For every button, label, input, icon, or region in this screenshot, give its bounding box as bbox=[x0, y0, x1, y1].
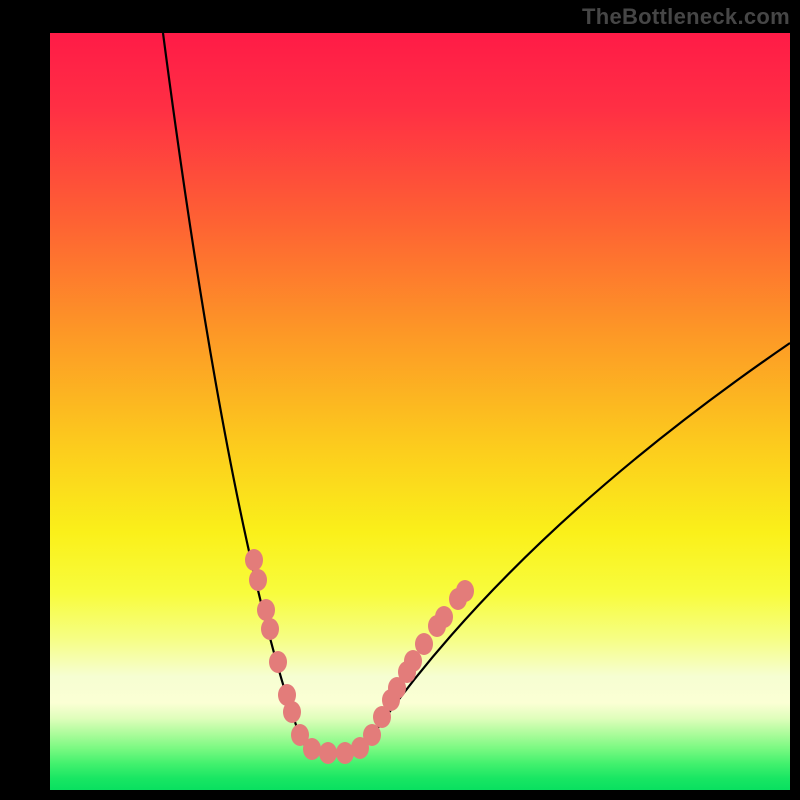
watermark-text: TheBottleneck.com bbox=[582, 4, 790, 30]
marker-group bbox=[245, 549, 474, 764]
marker-dot bbox=[257, 599, 275, 621]
marker-dot bbox=[261, 618, 279, 640]
curve-overlay bbox=[0, 0, 800, 800]
marker-dot bbox=[435, 606, 453, 628]
marker-dot bbox=[269, 651, 287, 673]
marker-dot bbox=[415, 633, 433, 655]
marker-dot bbox=[245, 549, 263, 571]
marker-dot bbox=[249, 569, 267, 591]
marker-dot bbox=[363, 724, 381, 746]
bottleneck-curve bbox=[163, 33, 790, 756]
marker-dot bbox=[283, 701, 301, 723]
marker-dot bbox=[456, 580, 474, 602]
chart-frame: TheBottleneck.com bbox=[0, 0, 800, 800]
marker-dot bbox=[319, 742, 337, 764]
marker-dot bbox=[303, 738, 321, 760]
